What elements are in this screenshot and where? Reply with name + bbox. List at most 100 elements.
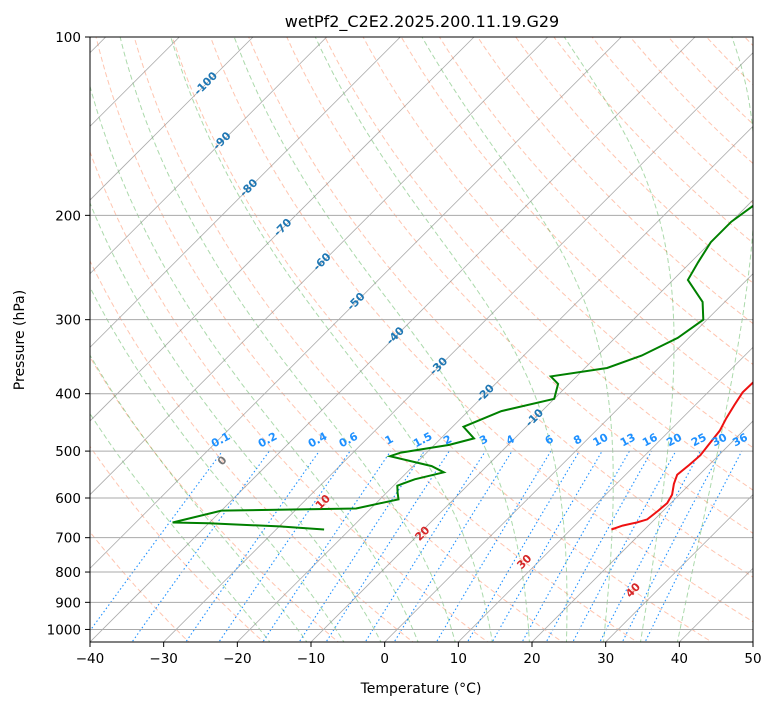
y-tick-label: 900 [55, 595, 81, 611]
sounding-series [172, 204, 753, 531]
background-lines [90, 24, 775, 645]
isotherm [236, 125, 753, 642]
isotherm [678, 567, 753, 642]
moist-adiabat [90, 84, 419, 642]
x-axis: −40 −30 −20 −10 0 10 20 30 40 50 [76, 642, 762, 667]
moist-adiabat [90, 412, 271, 642]
isotherm-label: -80 [237, 176, 260, 199]
x-tick-label: −10 [297, 651, 326, 667]
dry-adiabat [400, 37, 753, 407]
x-tick-label: 30 [597, 651, 614, 667]
mixing-ratio-line [393, 450, 513, 642]
mixing-ratio-line [621, 450, 722, 642]
mixing-ratio-line [90, 450, 223, 632]
isotherm [90, 37, 622, 569]
moist-adiabat [90, 201, 382, 642]
y-axis-title: Pressure (hPa) [12, 290, 28, 390]
isotherm-label: -70 [271, 216, 294, 239]
dewpoint-line [172, 204, 753, 531]
y-tick-label: 600 [55, 491, 81, 507]
dry-adiabat [629, 37, 753, 165]
mixing-ratio-label: 3 [477, 432, 490, 447]
moist-adiabat [314, 37, 568, 642]
mixing-ratio-line [218, 450, 351, 642]
dry-adiabat [324, 37, 753, 491]
isotherm-label: -100 [191, 69, 220, 98]
pressure-gridlines [90, 37, 753, 630]
dry-adiabat [515, 37, 753, 284]
isotherm [163, 52, 753, 642]
x-tick-label: 20 [523, 651, 540, 667]
temperature-line [611, 381, 753, 531]
x-tick-label: 50 [744, 651, 761, 667]
mixing-ratio-line [644, 450, 743, 642]
isotherm-label: -20 [474, 381, 497, 404]
isotherm [90, 37, 475, 422]
mixing-ratio-label: 20 [664, 430, 684, 449]
mixing-ratio-line [364, 450, 486, 642]
mixing-ratio-label: 30 [710, 431, 730, 450]
y-tick-label: 1000 [47, 622, 81, 638]
isotherm [90, 37, 401, 348]
dry-adiabat [770, 24, 775, 645]
mixing-ratio-line [131, 450, 270, 642]
y-tick-label: 300 [55, 313, 81, 329]
isotherm [752, 641, 753, 642]
x-tick-label: 40 [671, 651, 688, 667]
y-tick-label: 500 [55, 444, 81, 460]
dry-adiabat [438, 37, 753, 366]
dry-adiabat-label: 0 [215, 453, 230, 468]
isotherm [90, 37, 696, 642]
mixing-ratio-label: 4 [504, 432, 517, 447]
isotherm [384, 273, 753, 642]
x-axis-title: Temperature (°C) [360, 681, 482, 697]
y-tick-label: 200 [55, 208, 81, 224]
dry-adiabat [248, 37, 753, 578]
mixing-ratio-label: 0.1 [209, 430, 232, 451]
y-tick-label: 700 [55, 531, 81, 547]
dry-adiabat [90, 531, 190, 642]
dry-adiabat [744, 37, 753, 47]
mixing-ratio-label: 6 [543, 432, 556, 447]
mixing-ratio-line [262, 450, 392, 642]
dry-adiabat-label: 40 [623, 580, 643, 600]
dry-adiabat [90, 356, 340, 642]
plot-frame [89, 36, 754, 643]
dry-adiabat [553, 37, 753, 244]
isotherm-label: -60 [310, 250, 333, 273]
mixing-ratio-line [325, 450, 450, 642]
mixing-ratio-line [599, 450, 701, 642]
isotherm [310, 199, 753, 642]
mixing-ratio-label: 16 [640, 431, 660, 450]
y-axis: 1000 900 800 700 600 500 400 300 200 100 [47, 30, 90, 638]
y-tick-label: 100 [55, 30, 81, 46]
moist-adiabat [170, 37, 493, 642]
isotherm [605, 494, 753, 642]
dry-adiabat [286, 37, 753, 534]
mixing-ratio-label: 1 [383, 432, 396, 447]
dry-adiabat [133, 37, 638, 642]
mixing-ratio-label: 10 [591, 430, 611, 449]
dry-adiabat [90, 445, 265, 642]
mixing-ratio-label: 13 [618, 431, 638, 450]
moist-adiabat [421, 37, 614, 642]
dry-adiabat [90, 259, 414, 642]
isotherm-label: -90 [210, 129, 233, 152]
y-tick-label: 800 [55, 565, 81, 581]
mixing-ratio-line [298, 450, 425, 642]
x-tick-label: −30 [149, 651, 178, 667]
mixing-ratio-label: 8 [571, 432, 584, 447]
dry-adiabat [362, 37, 753, 449]
mixing-ratio-line [185, 450, 320, 642]
isotherm [90, 37, 328, 275]
chart-title: wetPf2_C2E2.2025.200.11.19.G29 [285, 12, 559, 32]
mixing-ratio-line [466, 450, 580, 642]
mixing-ratio-label: 36 [730, 431, 750, 450]
mixing-ratio-line [572, 450, 677, 642]
moist-adiabat [90, 354, 308, 642]
dry-adiabat-label: 20 [412, 523, 432, 543]
mixing-ratio-label: 0.2 [256, 430, 279, 451]
isotherm [90, 37, 549, 496]
isotherm [457, 346, 753, 642]
